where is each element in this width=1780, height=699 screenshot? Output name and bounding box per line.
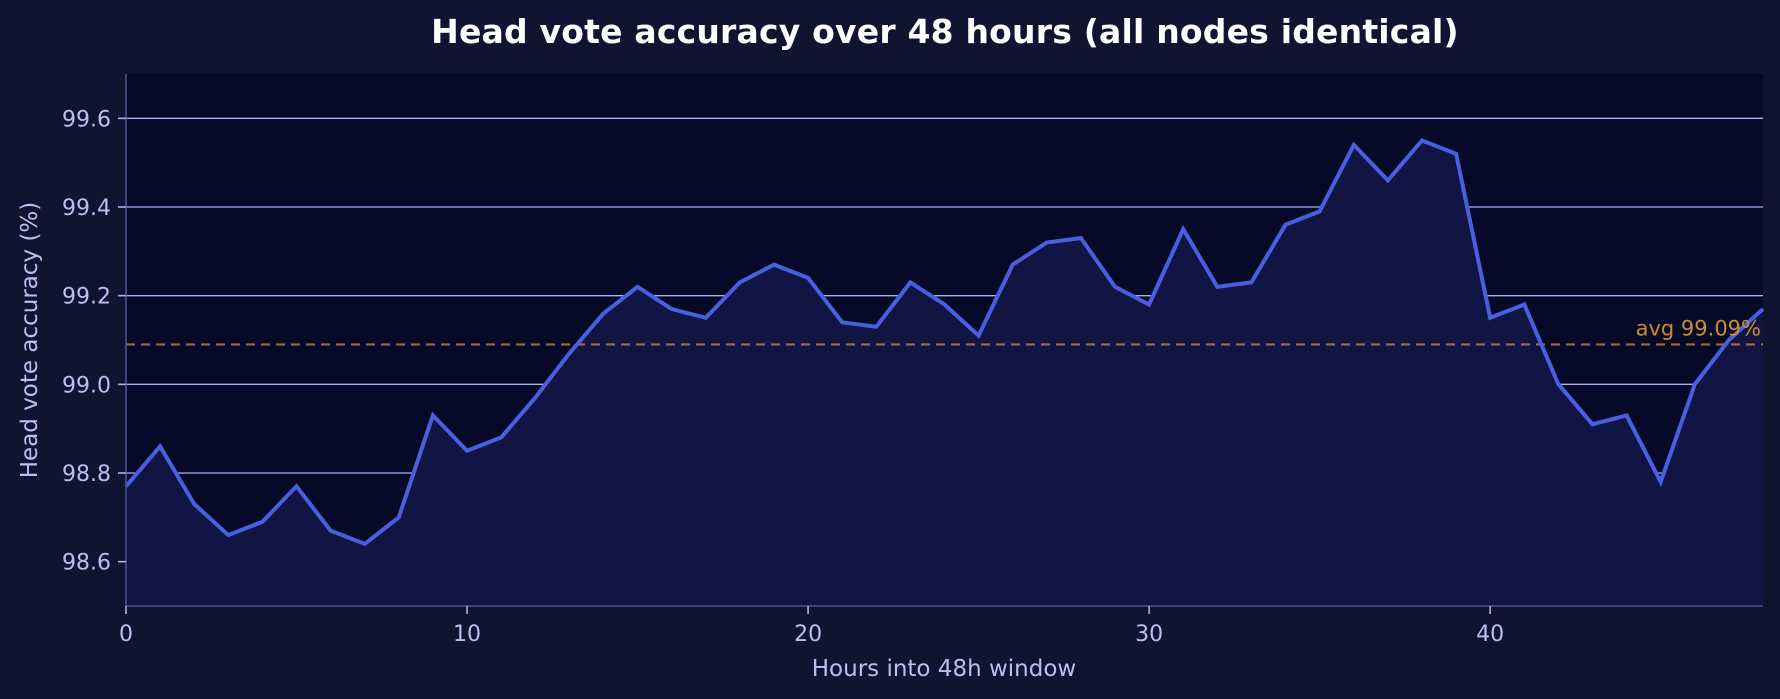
y-tick-label: 98.8 [62,462,111,487]
area-fill [126,140,1763,606]
x-axis-label: Hours into 48h window [812,656,1076,682]
y-tick-label: 99.6 [62,107,111,132]
x-tick-label: 40 [1476,622,1504,647]
y-tick-label: 99.2 [62,285,111,310]
average-label: avg 99.09% [1636,316,1761,340]
x-tick-label: 0 [119,622,133,647]
y-tick-label: 99.0 [62,373,111,398]
y-axis-ticks: 98.6 98.8 99.0 99.2 99.4 99.6 [62,107,126,576]
y-tick-label: 98.6 [62,551,111,576]
y-tick-label: 99.4 [62,196,111,221]
y-axis-label: Head vote accuracy (%) [17,202,43,479]
x-axis-ticks: 0 10 20 30 40 [119,606,1504,647]
x-tick-label: 20 [794,622,822,647]
x-tick-label: 30 [1135,622,1163,647]
accuracy-line [124,138,1765,547]
chart-title: Head vote accuracy over 48 hours (all no… [431,12,1459,51]
x-tick-label: 10 [453,622,481,647]
